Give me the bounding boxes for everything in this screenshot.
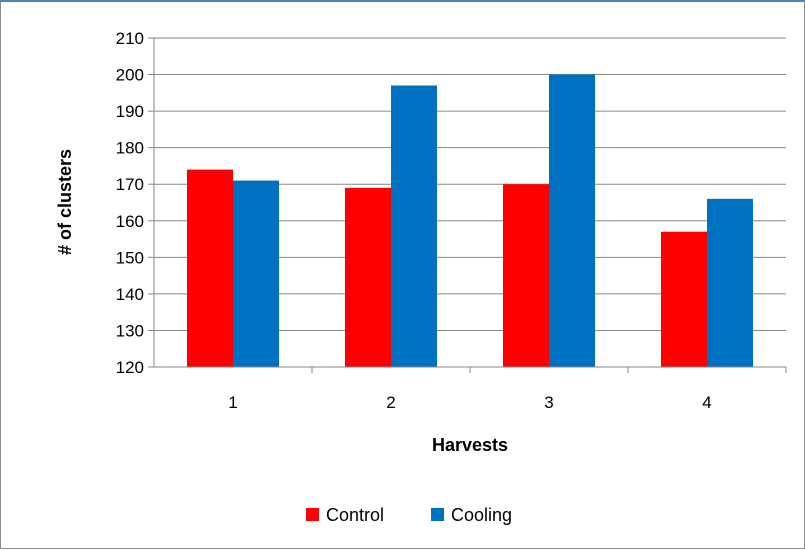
x-tick-label: 1 — [228, 393, 237, 412]
legend: Control Cooling — [306, 505, 512, 525]
bar-cooling-1 — [233, 180, 279, 367]
bar-cooling-4 — [707, 198, 753, 367]
legend-label-control: Control — [326, 505, 384, 525]
y-tick-label: 200 — [116, 66, 144, 85]
y-tick-label: 120 — [116, 358, 144, 377]
y-tick-label: 180 — [116, 139, 144, 158]
legend-swatch-cooling — [431, 508, 444, 521]
y-tick-label: 160 — [116, 212, 144, 231]
y-axis-title: # of clusters — [55, 149, 75, 255]
x-tick-label: 3 — [544, 393, 553, 412]
x-tick-label: 4 — [702, 393, 711, 412]
bar-control-3 — [503, 184, 549, 367]
bar-control-1 — [187, 169, 233, 367]
x-axis-title: Harvests — [432, 435, 508, 455]
y-tick-label: 190 — [116, 102, 144, 121]
bars — [187, 74, 753, 368]
legend-swatch-control — [306, 508, 319, 521]
y-tick-label: 210 — [116, 29, 144, 48]
y-tick-label: 140 — [116, 285, 144, 304]
bar-control-2 — [345, 187, 391, 367]
x-tick-label: 2 — [386, 393, 395, 412]
bar-cooling-3 — [549, 74, 595, 368]
legend-label-cooling: Cooling — [451, 505, 512, 525]
x-tick-labels: 1 2 3 4 — [228, 393, 711, 412]
bar-control-4 — [661, 231, 707, 367]
y-tick-label: 150 — [116, 248, 144, 267]
y-tick-labels: 120 130 140 150 160 170 180 190 200 210 — [116, 29, 144, 377]
axes — [153, 38, 787, 373]
y-tick-label: 170 — [116, 175, 144, 194]
y-tick-label: 130 — [116, 321, 144, 340]
bar-cooling-2 — [391, 85, 437, 368]
